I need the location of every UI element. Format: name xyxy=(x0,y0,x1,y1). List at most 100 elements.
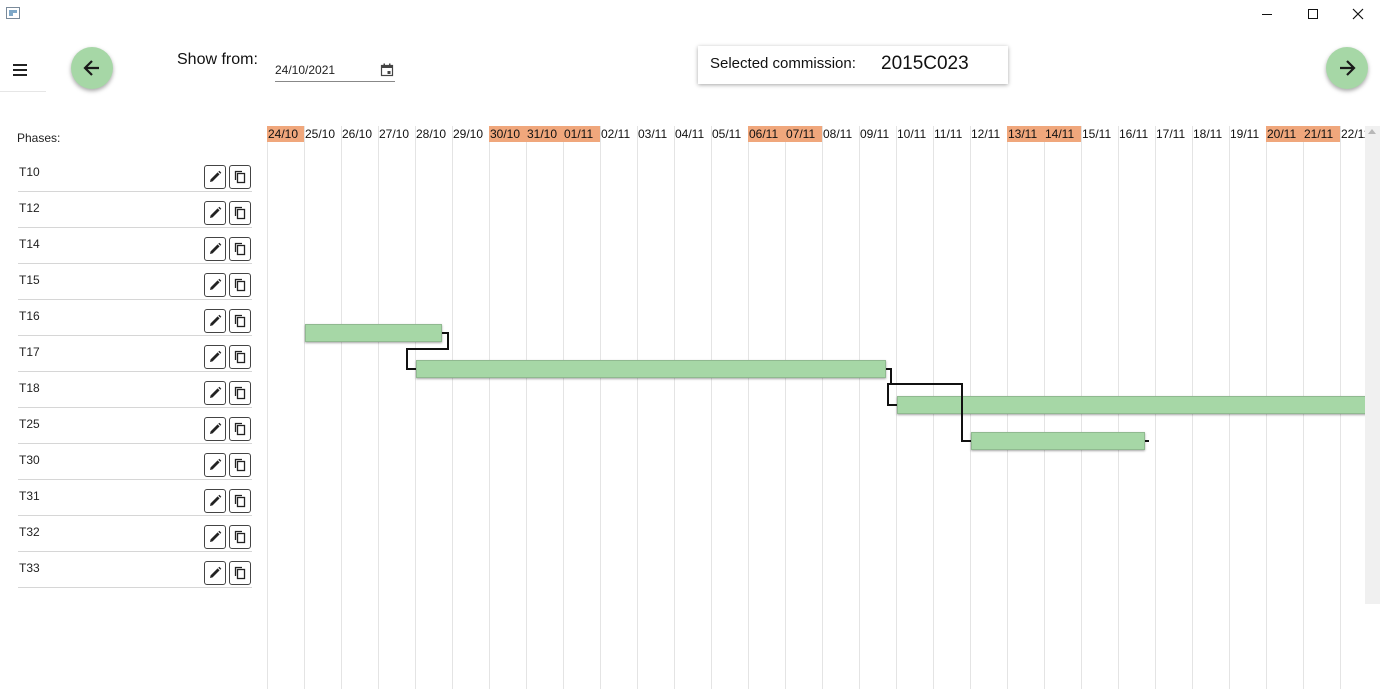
edit-phase-button[interactable] xyxy=(204,417,226,441)
edit-phase-button[interactable] xyxy=(204,381,226,405)
app-window-icon xyxy=(6,7,20,19)
copy-phase-button[interactable] xyxy=(229,561,251,585)
close-button[interactable] xyxy=(1335,0,1380,28)
day-header: 25/10 xyxy=(305,127,336,141)
show-from-label: Show from: xyxy=(177,51,258,68)
dependency-connector xyxy=(886,368,892,370)
day-gridline xyxy=(711,126,712,689)
weekend-day-header: 31/10 xyxy=(526,126,563,142)
gantt-task-bar[interactable] xyxy=(970,432,1145,450)
day-gridline xyxy=(452,126,453,689)
copy-phase-button[interactable] xyxy=(229,381,251,405)
phase-row: T16 xyxy=(18,300,252,336)
pencil-icon xyxy=(210,422,222,434)
pencil-icon xyxy=(210,566,222,578)
day-header: 09/11 xyxy=(860,127,890,141)
copy-icon xyxy=(234,422,246,436)
commission-label: Selected commission: xyxy=(710,55,856,72)
copy-phase-button[interactable] xyxy=(229,345,251,369)
gantt-task-bar[interactable] xyxy=(304,324,442,342)
pencil-icon xyxy=(210,386,222,398)
weekend-day-header: 01/11 xyxy=(563,126,600,142)
edit-phase-button[interactable] xyxy=(204,453,226,477)
phase-row: T18 xyxy=(18,372,252,408)
phase-name: T15 xyxy=(19,273,40,287)
pencil-icon xyxy=(210,530,222,542)
phase-name: T16 xyxy=(19,309,40,323)
phases-header: Phases: xyxy=(17,131,61,145)
dependency-connector xyxy=(442,332,448,334)
pencil-icon xyxy=(210,350,222,362)
edit-phase-button[interactable] xyxy=(204,309,226,333)
copy-phase-button[interactable] xyxy=(229,453,251,477)
edit-phase-button[interactable] xyxy=(204,165,226,189)
dependency-connector xyxy=(1145,440,1149,442)
phase-row: T12 xyxy=(18,192,252,228)
copy-phase-button[interactable] xyxy=(229,201,251,225)
hamburger-menu-icon[interactable] xyxy=(13,64,29,76)
date-input[interactable]: 24/10/2021 xyxy=(275,63,336,77)
phase-name: T33 xyxy=(19,561,40,575)
edit-phase-button[interactable] xyxy=(204,237,226,261)
day-header: 03/11 xyxy=(638,127,668,141)
day-header: 29/10 xyxy=(453,127,484,141)
edit-phase-button[interactable] xyxy=(204,525,226,549)
phase-name: T31 xyxy=(19,489,40,503)
date-picker[interactable]: 24/10/2021 xyxy=(275,60,395,82)
weekend-day-header: 07/11 xyxy=(785,126,822,142)
copy-phase-button[interactable] xyxy=(229,165,251,189)
scroll-up-arrow-icon[interactable] xyxy=(1368,129,1376,134)
arrow-right-icon xyxy=(1340,60,1356,76)
copy-phase-button[interactable] xyxy=(229,489,251,513)
minimize-button[interactable] xyxy=(1244,0,1290,28)
day-gridline xyxy=(489,126,490,689)
day-gridline xyxy=(304,126,305,689)
day-header: 19/11 xyxy=(1230,127,1260,141)
pencil-icon xyxy=(210,242,222,254)
pencil-icon xyxy=(210,494,222,506)
dependency-connector xyxy=(405,368,416,370)
copy-icon xyxy=(234,206,246,220)
day-gridline xyxy=(674,126,675,689)
copy-phase-button[interactable] xyxy=(229,417,251,441)
next-button[interactable] xyxy=(1326,47,1368,89)
minimize-icon xyxy=(1262,13,1272,15)
edit-phase-button[interactable] xyxy=(204,345,226,369)
copy-phase-button[interactable] xyxy=(229,525,251,549)
day-gridline xyxy=(859,126,860,689)
pencil-icon xyxy=(210,458,222,470)
vertical-scrollbar[interactable] xyxy=(1365,126,1380,604)
pencil-icon xyxy=(210,170,222,182)
window-titlebar xyxy=(0,0,1380,28)
previous-button[interactable] xyxy=(71,47,113,89)
menu-divider xyxy=(0,91,46,92)
day-header: 04/11 xyxy=(675,127,705,141)
day-header: 26/10 xyxy=(342,127,373,141)
arrow-left-icon xyxy=(83,60,99,76)
copy-phase-button[interactable] xyxy=(229,237,251,261)
commission-card: Selected commission: 2015C023 xyxy=(698,46,1008,84)
copy-phase-button[interactable] xyxy=(229,309,251,333)
copy-icon xyxy=(234,566,246,580)
day-gridline xyxy=(637,126,638,689)
weekend-day-header: 20/11 xyxy=(1266,126,1303,142)
day-header: 05/11 xyxy=(712,127,742,141)
gantt-task-bar[interactable] xyxy=(896,396,1365,414)
maximize-icon xyxy=(1308,9,1318,19)
maximize-button[interactable] xyxy=(1290,0,1336,28)
phase-row: T31 xyxy=(18,480,252,516)
dependency-connector xyxy=(405,348,408,369)
day-gridline xyxy=(267,126,268,689)
phase-row: T10 xyxy=(18,156,252,192)
copy-phase-button[interactable] xyxy=(229,273,251,297)
edit-phase-button[interactable] xyxy=(204,489,226,513)
day-header: 28/10 xyxy=(416,127,447,141)
calendar-icon[interactable] xyxy=(380,63,394,77)
edit-phase-button[interactable] xyxy=(204,201,226,225)
phase-row: T33 xyxy=(18,552,252,588)
gantt-task-bar[interactable] xyxy=(415,360,886,378)
edit-phase-button[interactable] xyxy=(204,273,226,297)
phase-name: T12 xyxy=(19,201,40,215)
edit-phase-button[interactable] xyxy=(204,561,226,585)
dependency-connector xyxy=(890,368,892,384)
